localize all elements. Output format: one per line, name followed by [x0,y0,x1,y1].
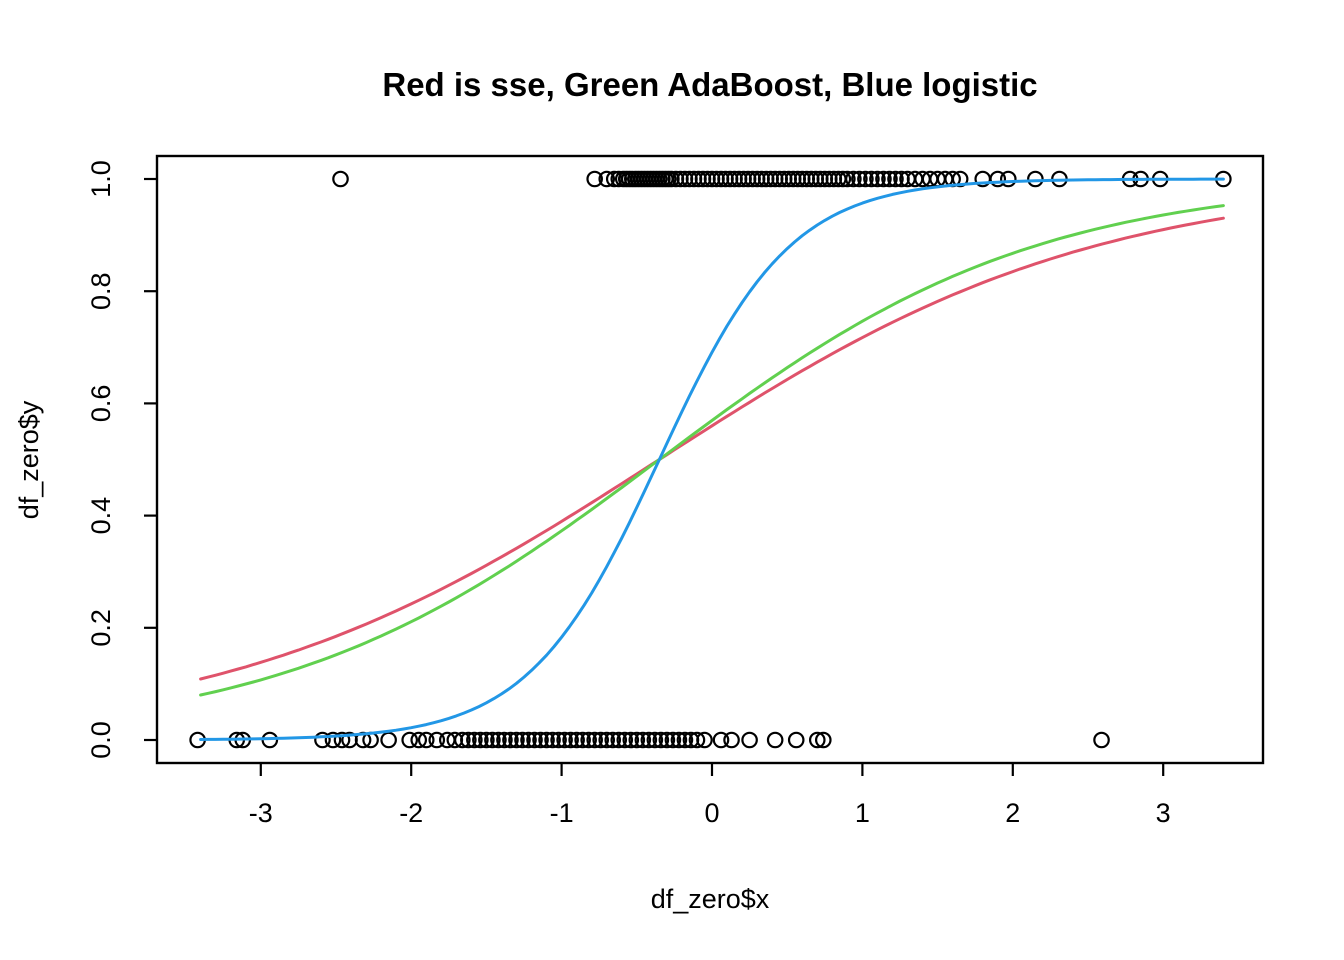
data-point-y1 [989,170,1007,188]
y-tick-label: 0.8 [86,272,116,310]
y-tick-label: 0.0 [86,721,116,759]
data-point-y0 [333,731,351,749]
x-tick-label: -3 [249,798,273,828]
data-point-y0 [514,731,531,749]
data-point-y0 [556,731,573,749]
x-axis-label: df_zero$x [651,884,770,914]
data-point-y0 [520,731,537,749]
data-point-y1 [951,170,969,188]
data-point-y0 [484,731,501,749]
data-point-y0 [428,731,446,749]
data-point-y0 [676,731,694,749]
data-point-y0 [508,731,525,749]
x-tick-label: 1 [855,798,870,828]
y-tick-label: 1.0 [86,160,116,198]
y-axis-label: df_zero$y [14,400,44,519]
logistic-curve [199,177,1225,741]
data-point-y0 [538,731,555,749]
data-point-y0 [741,731,758,749]
adaboost-curve [199,204,1225,697]
data-point-y0 [658,731,676,749]
data-point-y0 [544,731,561,749]
data-point-y1 [834,170,852,188]
data-point-y0 [472,731,489,749]
plot-border [155,154,1265,765]
x-tick-label: 3 [1156,798,1171,828]
data-point-y0 [454,731,471,749]
data-point-y0 [670,731,688,749]
x-tick-label: -1 [550,798,574,828]
data-point-y1 [857,170,874,188]
data-point-y0 [574,731,591,749]
data-point-y1 [598,170,616,188]
data-point-y0 [616,731,634,749]
x-tick-label: -2 [399,798,423,828]
data-point-y0 [324,731,342,749]
data-point-y0 [568,731,585,749]
data-point-y0 [610,731,628,749]
data-point-y1 [839,170,856,188]
data-point-y1 [845,170,862,188]
data-point-y0 [490,731,507,749]
data-point-y1 [586,170,603,188]
data-point-y0 [814,731,832,749]
data-point-y0 [550,731,567,749]
x-tick-label: 0 [704,798,719,828]
data-point-y0 [628,731,646,749]
data-point-y0 [592,731,610,749]
data-point-y0 [646,731,664,749]
data-point-y0 [634,731,652,749]
data-point-y0 [604,731,622,749]
x-tick-label: 2 [1005,798,1020,828]
data-point-y0 [496,731,513,749]
data-point-y0 [808,731,826,749]
data-point-y0 [696,731,713,749]
data-point-y0 [664,731,682,749]
data-point-y0 [1093,731,1110,749]
data-point-y0 [502,731,519,749]
data-point-y0 [466,731,483,749]
data-point-y0 [401,731,418,749]
plot-title: Red is sse, Green AdaBoost, Blue logisti… [382,66,1037,103]
data-point-y0 [640,731,658,749]
data-point-y0 [478,731,495,749]
data-point-y0 [787,731,805,749]
data-point-y0 [766,731,784,749]
data-point-y1 [881,170,898,188]
y-tick-label: 0.2 [86,609,116,647]
data-point-y0 [410,731,428,749]
data-point-y1 [863,170,880,188]
data-point-y0 [314,731,331,749]
y-tick-label: 0.6 [86,385,116,423]
data-point-y0 [380,731,397,749]
sse-curve [199,216,1225,681]
data-point-y0 [598,731,616,749]
data-point-y1 [332,170,349,188]
data-point-y0 [688,731,706,749]
data-point-y0 [562,731,579,749]
data-point-y0 [580,731,597,749]
data-point-y0 [586,731,603,749]
data-point-y1 [1027,170,1044,188]
data-point-y1 [999,170,1017,188]
data-point-y0 [723,731,740,749]
data-point-y0 [622,731,640,749]
data-point-y1 [875,170,892,188]
data-point-y1 [887,170,904,188]
data-point-y1 [869,170,886,188]
data-point-y0 [712,731,730,749]
data-point-y0 [526,731,543,749]
data-point-y0 [417,731,435,749]
data-point-y0 [532,731,549,749]
data-point-y0 [652,731,670,749]
plot-area: -3 -2 -1 0 1 2 3 0.0 0.2 0.4 0.6 0.8 1.0 [86,154,1265,828]
data-point-y1 [851,170,868,188]
y-tick-label: 0.4 [86,497,116,535]
data-point-y0 [460,731,477,749]
